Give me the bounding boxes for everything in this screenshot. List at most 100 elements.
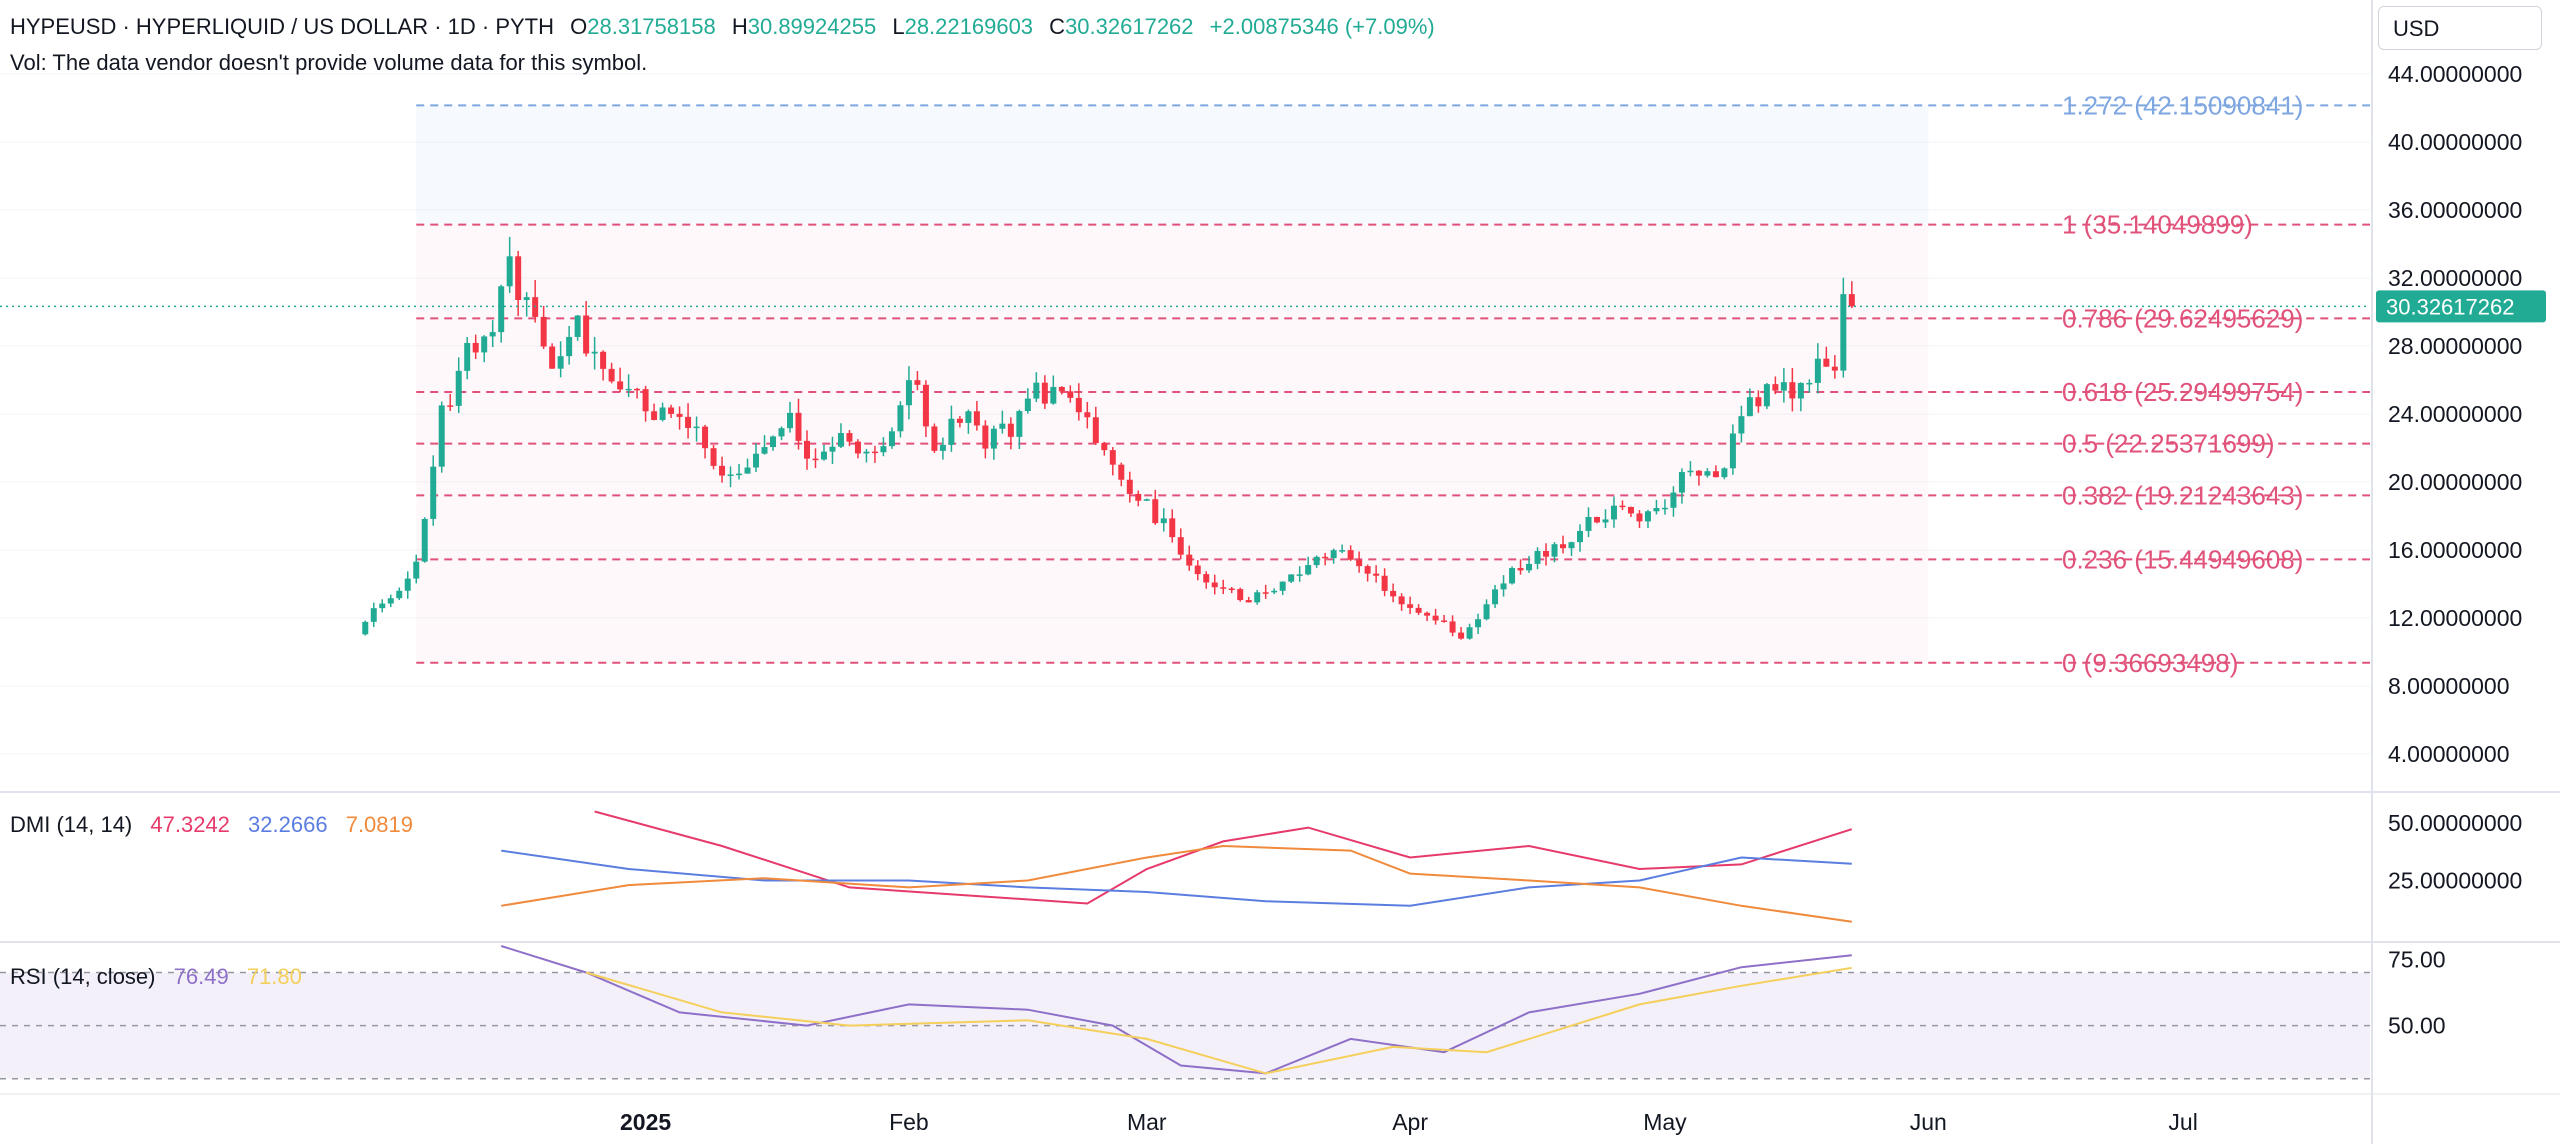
dmi-line: [501, 844, 1852, 923]
candle-body: [1780, 382, 1787, 391]
candle-body: [1772, 384, 1779, 391]
candle-body: [1848, 294, 1855, 307]
candle-body: [1177, 537, 1184, 555]
candle-body: [770, 436, 777, 448]
candle-body: [854, 441, 861, 454]
candle-body: [523, 297, 530, 300]
dmi-title: DMI (14, 14): [10, 812, 133, 837]
fib-level-label: 0 (9.36693498): [2062, 648, 2238, 678]
candle-body: [1033, 382, 1040, 399]
candle-body: [1211, 582, 1218, 588]
candle-body: [744, 467, 751, 474]
candle-body: [1602, 519, 1609, 523]
candle-body: [1670, 492, 1677, 508]
candle-body: [1016, 411, 1023, 437]
price-axis-label: 36.00000000: [2388, 197, 2522, 223]
last-price-label: 30.32617262: [2386, 294, 2514, 319]
candle-body: [430, 466, 437, 519]
candle-body: [1262, 592, 1269, 594]
candle-body: [812, 458, 819, 461]
time-axis-label: 2025: [620, 1109, 671, 1135]
candle-body: [787, 412, 793, 429]
candle-body: [1458, 632, 1465, 639]
change-value: +2.00875346 (+7.09%): [1209, 14, 1435, 39]
candle-body: [1738, 416, 1745, 434]
currency-selector[interactable]: USD: [2378, 6, 2542, 50]
dmi-value-2: 32.2666: [248, 812, 328, 837]
candle-body: [1135, 493, 1142, 501]
candle-body: [1432, 615, 1439, 621]
candle-body: [549, 346, 556, 369]
low-label: L: [892, 14, 905, 39]
candle-body: [922, 384, 929, 427]
candle-body: [1492, 589, 1499, 605]
candle-body: [1305, 565, 1312, 575]
candle-body: [1797, 382, 1804, 399]
candle-body: [982, 425, 989, 449]
candle-body: [1704, 471, 1711, 476]
candle-body: [404, 578, 411, 591]
candle-body: [574, 315, 581, 337]
fib-level-label: 0.236 (15.44949608): [2062, 544, 2303, 574]
candle-body: [421, 518, 428, 562]
candle-body: [1712, 471, 1719, 478]
candle-body: [990, 428, 997, 449]
candle-body: [1143, 499, 1150, 501]
candle-body: [1560, 544, 1567, 549]
candle-body: [625, 388, 632, 391]
candle-body: [1415, 607, 1422, 613]
candle-body: [1313, 556, 1320, 566]
candle-body: [761, 447, 768, 454]
candle-body: [1058, 386, 1065, 392]
volume-note: Vol: The data vendor doesn't provide vol…: [10, 50, 648, 75]
candle-body: [719, 465, 726, 476]
candle-body: [1755, 397, 1762, 407]
candle-body: [515, 256, 522, 300]
close-value: 30.32617262: [1065, 14, 1194, 39]
candle-body: [1789, 382, 1796, 399]
candle-body: [820, 451, 827, 460]
candle-body: [693, 426, 700, 429]
rsi-band: [0, 972, 2370, 1079]
candle-body: [1092, 417, 1099, 444]
fib-level-label: 0.382 (19.21243643): [2062, 480, 2303, 510]
candle-body: [931, 426, 938, 451]
fib-level-label: 1 (35.14049899): [2062, 210, 2253, 240]
candle-body: [1024, 398, 1031, 412]
candle-body: [956, 418, 963, 423]
candle-body: [803, 440, 810, 459]
rsi-legend[interactable]: RSI (14, close) 76.49 71.80: [10, 964, 302, 990]
candle-body: [472, 342, 479, 353]
candle-body: [1678, 472, 1685, 493]
price-axis-label: 20.00000000: [2388, 469, 2522, 495]
candle-body: [1254, 592, 1261, 603]
candle-body: [591, 351, 598, 354]
candle-body: [1390, 590, 1397, 597]
rsi-axis-label: 50.00: [2388, 1013, 2446, 1039]
candle-body: [668, 407, 675, 414]
candle-body: [1160, 518, 1167, 524]
candle-body: [778, 428, 785, 437]
dmi-legend[interactable]: DMI (14, 14) 47.3242 32.2666 7.0819: [10, 812, 413, 838]
candle-body: [1636, 513, 1643, 522]
candle-body: [634, 388, 641, 391]
price-axis-label: 40.00000000: [2388, 129, 2522, 155]
candle-body: [1441, 620, 1448, 622]
candle-body: [1050, 386, 1057, 404]
candle-body: [1339, 550, 1346, 552]
candle-body: [1364, 566, 1371, 574]
candle-body: [1466, 627, 1473, 639]
candle-body: [1814, 358, 1821, 383]
dmi-value-3: 7.0819: [345, 812, 413, 837]
fib-level-label: 0.786 (29.62495629): [2062, 303, 2303, 333]
candle-body: [1746, 397, 1753, 417]
price-axis-label: 12.00000000: [2388, 605, 2522, 631]
high-value: 30.89924255: [747, 14, 877, 39]
candle-body: [795, 412, 802, 441]
candle-body: [659, 407, 666, 420]
candle-body: [1152, 499, 1159, 524]
candle-body: [387, 598, 394, 604]
symbol-name[interactable]: HYPEUSD · HYPERLIQUID / US DOLLAR · 1D ·…: [10, 14, 554, 39]
